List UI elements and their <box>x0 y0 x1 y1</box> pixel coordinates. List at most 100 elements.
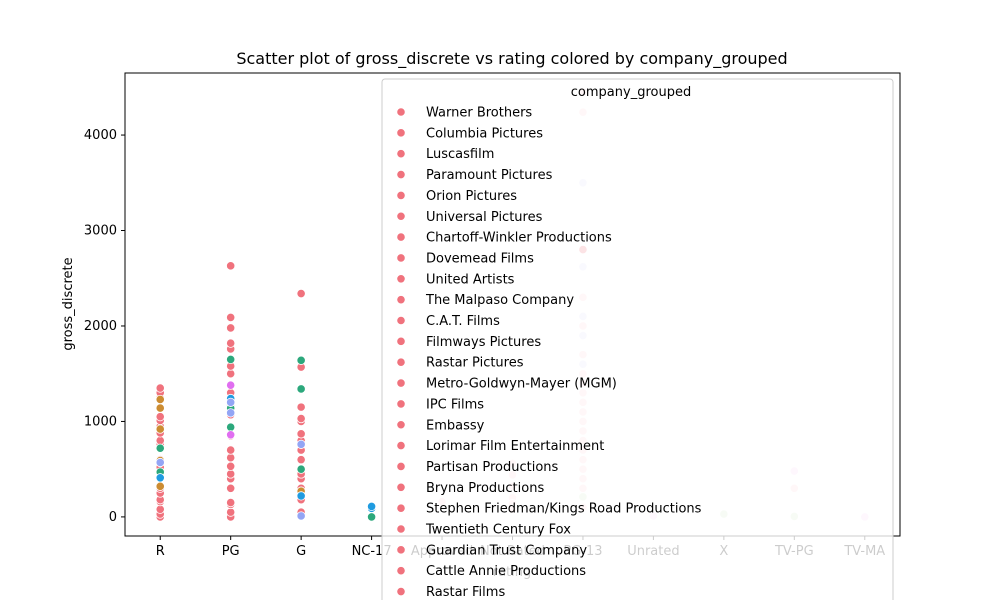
legend-marker <box>396 232 406 242</box>
legend-entry-label: C.A.T. Films <box>426 314 500 329</box>
legend-marker <box>396 128 406 138</box>
data-point <box>155 443 165 453</box>
data-point <box>155 481 165 491</box>
data-point <box>226 338 236 348</box>
x-tick-label: PG <box>222 544 240 559</box>
data-point <box>226 469 236 479</box>
legend-marker <box>396 545 406 555</box>
legend-entry-label: Dovemead Films <box>426 251 534 266</box>
data-point <box>296 429 306 439</box>
data-point <box>296 464 306 474</box>
data-point <box>226 430 236 440</box>
data-point <box>296 439 306 449</box>
legend-marker <box>396 149 406 159</box>
legend-marker <box>396 399 406 409</box>
legend-entry-label: Luscasfilm <box>426 147 494 162</box>
y-tick-label: 2000 <box>84 319 117 334</box>
legend-marker <box>396 211 406 221</box>
data-point <box>226 507 236 517</box>
legend-marker <box>396 295 406 305</box>
data-point <box>296 402 306 412</box>
legend-marker <box>396 586 406 597</box>
legend-entry-label: Paramount Pictures <box>426 168 553 183</box>
data-point <box>155 383 165 393</box>
legend-entry-label: Universal Pictures <box>426 210 543 225</box>
legend-entry-label: Filmways Pictures <box>426 335 541 350</box>
data-point <box>155 435 165 446</box>
legend-entry-label: United Artists <box>426 272 515 287</box>
legend-marker <box>396 420 406 430</box>
data-point <box>155 504 165 514</box>
legend-marker <box>396 315 406 326</box>
data-point <box>155 412 165 422</box>
data-point <box>226 369 236 379</box>
legend-marker <box>396 190 406 200</box>
legend-entry-label: Lorimar Film Entertainment <box>426 439 604 454</box>
data-point <box>226 323 236 333</box>
data-point <box>226 408 236 418</box>
data-point <box>155 457 165 468</box>
data-point <box>226 422 236 432</box>
data-point <box>296 413 306 424</box>
data-point <box>155 473 165 483</box>
data-point <box>296 491 306 501</box>
legend-marker <box>396 274 406 284</box>
data-point <box>155 394 165 405</box>
y-tick-label: 0 <box>109 510 117 525</box>
legend-entry-label: Cattle Annie Productions <box>426 564 586 579</box>
data-point <box>226 497 236 508</box>
data-point <box>296 455 306 465</box>
legend-entry-label: The Malpaso Company <box>425 293 574 308</box>
data-point <box>296 511 306 521</box>
legend-marker <box>396 253 406 263</box>
data-point <box>296 288 306 299</box>
y-tick-label: 3000 <box>84 224 117 239</box>
legend-marker <box>396 503 406 513</box>
data-point <box>155 424 165 434</box>
legend: company_grouped Warner Brothers Columbia … <box>381 78 894 600</box>
y-tick-label: 4000 <box>84 128 117 143</box>
x-tick-label: R <box>156 544 165 559</box>
data-point <box>226 261 236 271</box>
data-point <box>296 384 306 394</box>
data-point <box>226 445 236 455</box>
legend-marker <box>396 566 406 576</box>
data-point <box>155 403 165 413</box>
legend-marker <box>396 461 406 472</box>
y-tick-label: 1000 <box>84 414 117 429</box>
legend-entry-label: Stephen Friedman/Kings Road Productions <box>426 502 702 517</box>
data-point <box>366 512 377 522</box>
legend-marker <box>396 378 406 388</box>
legend-entry-label: Bryna Productions <box>426 481 544 496</box>
legend-entry-label: Metro-Goldwyn-Mayer (MGM) <box>426 377 617 392</box>
legend-entry-label: Warner Brothers <box>426 106 532 121</box>
data-point <box>226 483 236 493</box>
legend-entry-label: Columbia Pictures <box>426 126 543 141</box>
legend-entry-label: Orion Pictures <box>426 189 517 204</box>
chart-title: Scatter plot of gross_discrete vs rating… <box>236 49 787 69</box>
data-point <box>226 397 236 407</box>
data-point <box>226 461 236 471</box>
legend-marker <box>396 524 406 534</box>
y-axis-label: gross_discrete <box>61 257 76 350</box>
x-tick-label: G <box>296 544 306 559</box>
data-point <box>226 380 236 390</box>
legend-entry-label: Twentieth Century Fox <box>425 523 571 538</box>
data-point <box>296 355 306 365</box>
data-point <box>226 453 236 463</box>
legend-marker <box>396 169 406 180</box>
legend-marker <box>396 336 406 346</box>
legend-entry-label: Embassy <box>426 418 485 433</box>
legend-marker <box>396 440 406 451</box>
data-point <box>366 501 377 512</box>
y-axis: 0 1000 2000 3000 4000 <box>84 128 125 525</box>
legend-entry-label: Rastar Pictures <box>426 356 524 371</box>
legend-entry-label: Rastar Films <box>426 585 505 600</box>
legend-marker <box>396 357 406 367</box>
legend-entry-label: Partisan Productions <box>426 460 559 475</box>
legend-title: company_grouped <box>571 85 691 100</box>
legend-frame <box>381 78 894 600</box>
data-point <box>226 354 236 364</box>
legend-entry-label: Guardian Trust Company <box>426 543 587 558</box>
